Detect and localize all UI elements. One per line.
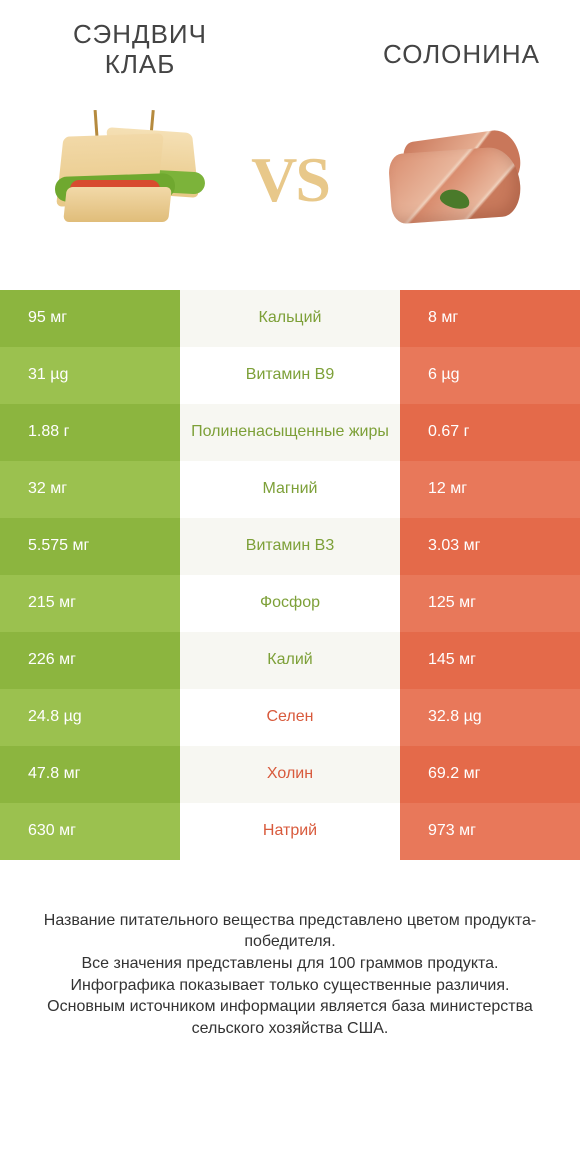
left-value-cell: 5.575 мг — [0, 518, 180, 575]
left-value-cell: 630 мг — [0, 803, 180, 860]
right-value-cell: 8 мг — [400, 290, 580, 347]
vs-row: VS — [0, 90, 580, 290]
nutrient-label-cell: Кальций — [180, 290, 400, 347]
right-value-cell: 69.2 мг — [400, 746, 580, 803]
footer-notes: Название питательного вещества представл… — [0, 860, 580, 1040]
table-row: 5.575 мгВитамин B33.03 мг — [0, 518, 580, 575]
right-value-cell: 145 мг — [400, 632, 580, 689]
left-value-cell: 226 мг — [0, 632, 180, 689]
right-value-cell: 12 мг — [400, 461, 580, 518]
table-row: 1.88 гПолиненасыщенные жиры0.67 г — [0, 404, 580, 461]
nutrient-label-cell: Натрий — [180, 803, 400, 860]
nutrient-label-cell: Калий — [180, 632, 400, 689]
left-value-cell: 215 мг — [0, 575, 180, 632]
right-value-cell: 6 µg — [400, 347, 580, 404]
left-value-cell: 24.8 µg — [0, 689, 180, 746]
left-value-cell: 1.88 г — [0, 404, 180, 461]
meat-icon — [370, 120, 540, 240]
left-product-image — [25, 110, 225, 250]
footer-line: Основным источником информации является … — [20, 996, 560, 1039]
header: СЭНДВИЧ КЛАБ СОЛОНИНА — [0, 0, 580, 90]
right-product-image — [355, 110, 555, 250]
vs-label: VS — [235, 143, 345, 217]
table-row: 31 µgВитамин B96 µg — [0, 347, 580, 404]
left-value-cell: 47.8 мг — [0, 746, 180, 803]
right-value-cell: 125 мг — [400, 575, 580, 632]
table-row: 32 мгМагний12 мг — [0, 461, 580, 518]
comparison-table: 95 мгКальций8 мг31 µgВитамин B96 µg1.88 … — [0, 290, 580, 860]
nutrient-label-cell: Витамин B3 — [180, 518, 400, 575]
nutrient-label-cell: Фосфор — [180, 575, 400, 632]
footer-line: Инфографика показывает только существенн… — [20, 975, 560, 997]
table-row: 47.8 мгХолин69.2 мг — [0, 746, 580, 803]
table-row: 226 мгКалий145 мг — [0, 632, 580, 689]
right-product-title: СОЛОНИНА — [340, 40, 540, 70]
right-value-cell: 973 мг — [400, 803, 580, 860]
left-product-title: СЭНДВИЧ КЛАБ — [40, 20, 240, 80]
table-row: 95 мгКальций8 мг — [0, 290, 580, 347]
left-value-cell: 31 µg — [0, 347, 180, 404]
nutrient-label-cell: Магний — [180, 461, 400, 518]
table-row: 215 мгФосфор125 мг — [0, 575, 580, 632]
footer-line: Название питательного вещества представл… — [20, 910, 560, 953]
left-value-cell: 95 мг — [0, 290, 180, 347]
right-value-cell: 0.67 г — [400, 404, 580, 461]
table-row: 24.8 µgСелен32.8 µg — [0, 689, 580, 746]
right-value-cell: 32.8 µg — [400, 689, 580, 746]
table-row: 630 мгНатрий973 мг — [0, 803, 580, 860]
left-value-cell: 32 мг — [0, 461, 180, 518]
footer-line: Все значения представлены для 100 граммо… — [20, 953, 560, 975]
nutrient-label-cell: Полиненасыщенные жиры — [180, 404, 400, 461]
nutrient-label-cell: Селен — [180, 689, 400, 746]
nutrient-label-cell: Холин — [180, 746, 400, 803]
sandwich-icon — [40, 125, 210, 235]
right-value-cell: 3.03 мг — [400, 518, 580, 575]
nutrient-label-cell: Витамин B9 — [180, 347, 400, 404]
